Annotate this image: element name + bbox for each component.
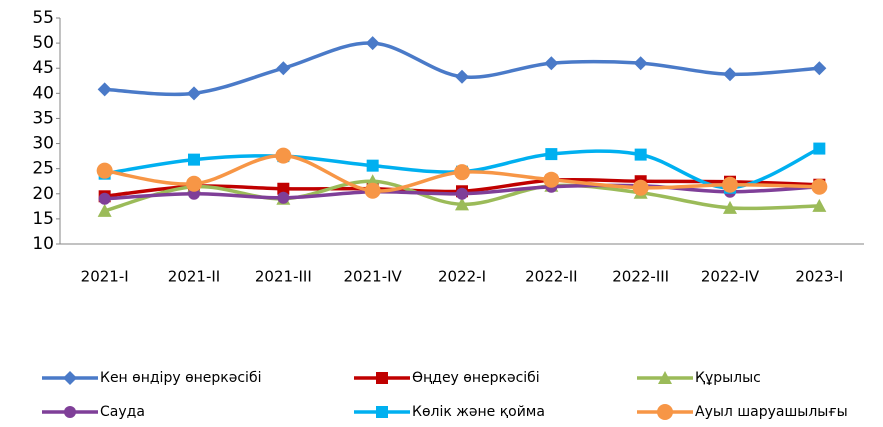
series-line: [104, 41, 820, 97]
x-tick-label: 2021-III: [255, 268, 312, 286]
marker: [276, 61, 291, 76]
legend-label: Құрылыс: [695, 370, 761, 386]
marker: [97, 203, 112, 217]
marker: [187, 86, 201, 101]
legend-item: Кен өндіру өнеркәсібі: [42, 370, 261, 386]
marker: [813, 142, 826, 155]
marker: [543, 171, 560, 188]
marker: [723, 200, 737, 214]
y-tick-label: 50: [32, 33, 54, 53]
marker: [634, 148, 647, 161]
legend-label: Сауда: [100, 404, 145, 420]
marker: [812, 61, 827, 76]
marker: [364, 182, 381, 199]
legend-item: Ауыл шаруашылығы: [637, 404, 848, 420]
y-tick-label: 45: [32, 58, 54, 78]
marker: [632, 179, 649, 196]
x-tick-label: 2022-III: [612, 268, 669, 286]
marker: [376, 406, 388, 418]
marker: [365, 36, 380, 51]
marker: [811, 178, 828, 195]
marker: [376, 372, 388, 384]
marker: [544, 56, 559, 71]
y-tick-label: 35: [32, 108, 54, 128]
marker: [98, 192, 111, 205]
marker: [812, 198, 827, 212]
y-tick-label: 40: [32, 83, 54, 103]
marker: [275, 147, 292, 164]
y-tick-label: 20: [32, 184, 54, 204]
legend-item: Құрылыс: [637, 370, 761, 386]
x-tick-label: 2023-I: [795, 268, 843, 286]
marker: [64, 406, 76, 418]
marker: [454, 164, 470, 181]
x-tick-label: 2021-II: [168, 268, 220, 286]
marker: [96, 162, 113, 179]
legend-label: Кен өндіру өнеркәсібі: [100, 370, 261, 386]
legend-item: Көлік және қойма: [354, 404, 545, 420]
marker: [277, 182, 290, 195]
legend-label: Ауыл шаруашылығы: [695, 404, 848, 420]
x-tick-label: 2021-IV: [344, 268, 403, 286]
marker: [633, 56, 648, 71]
y-tick-label: 10: [32, 234, 54, 254]
marker: [186, 175, 202, 192]
x-tick-label: 2022-II: [525, 268, 577, 286]
legend-label: Көлік және қойма: [412, 404, 545, 420]
marker: [366, 159, 379, 172]
legend-item: Өңдеу өнеркәсібі: [354, 370, 540, 386]
marker: [658, 371, 672, 384]
y-tick-label: 30: [32, 134, 54, 154]
marker: [63, 371, 77, 385]
legend-label: Өңдеу өнеркәсібі: [412, 370, 540, 386]
y-tick-label: 15: [32, 209, 54, 229]
marker: [723, 67, 737, 82]
x-tick-label: 2021-I: [81, 268, 129, 286]
marker: [188, 153, 200, 166]
marker: [97, 82, 112, 97]
y-tick-label: 55: [32, 8, 54, 28]
x-tick-label: 2022-I: [438, 268, 486, 286]
marker: [545, 148, 558, 161]
marker: [722, 176, 738, 193]
marker: [455, 69, 469, 84]
marker: [657, 404, 673, 420]
y-tick-label: 25: [32, 159, 54, 179]
marker: [456, 187, 468, 200]
x-tick-label: 2022-IV: [701, 268, 760, 286]
marker: [277, 191, 290, 204]
legend-item: Сауда: [42, 404, 145, 420]
marker: [455, 197, 469, 211]
